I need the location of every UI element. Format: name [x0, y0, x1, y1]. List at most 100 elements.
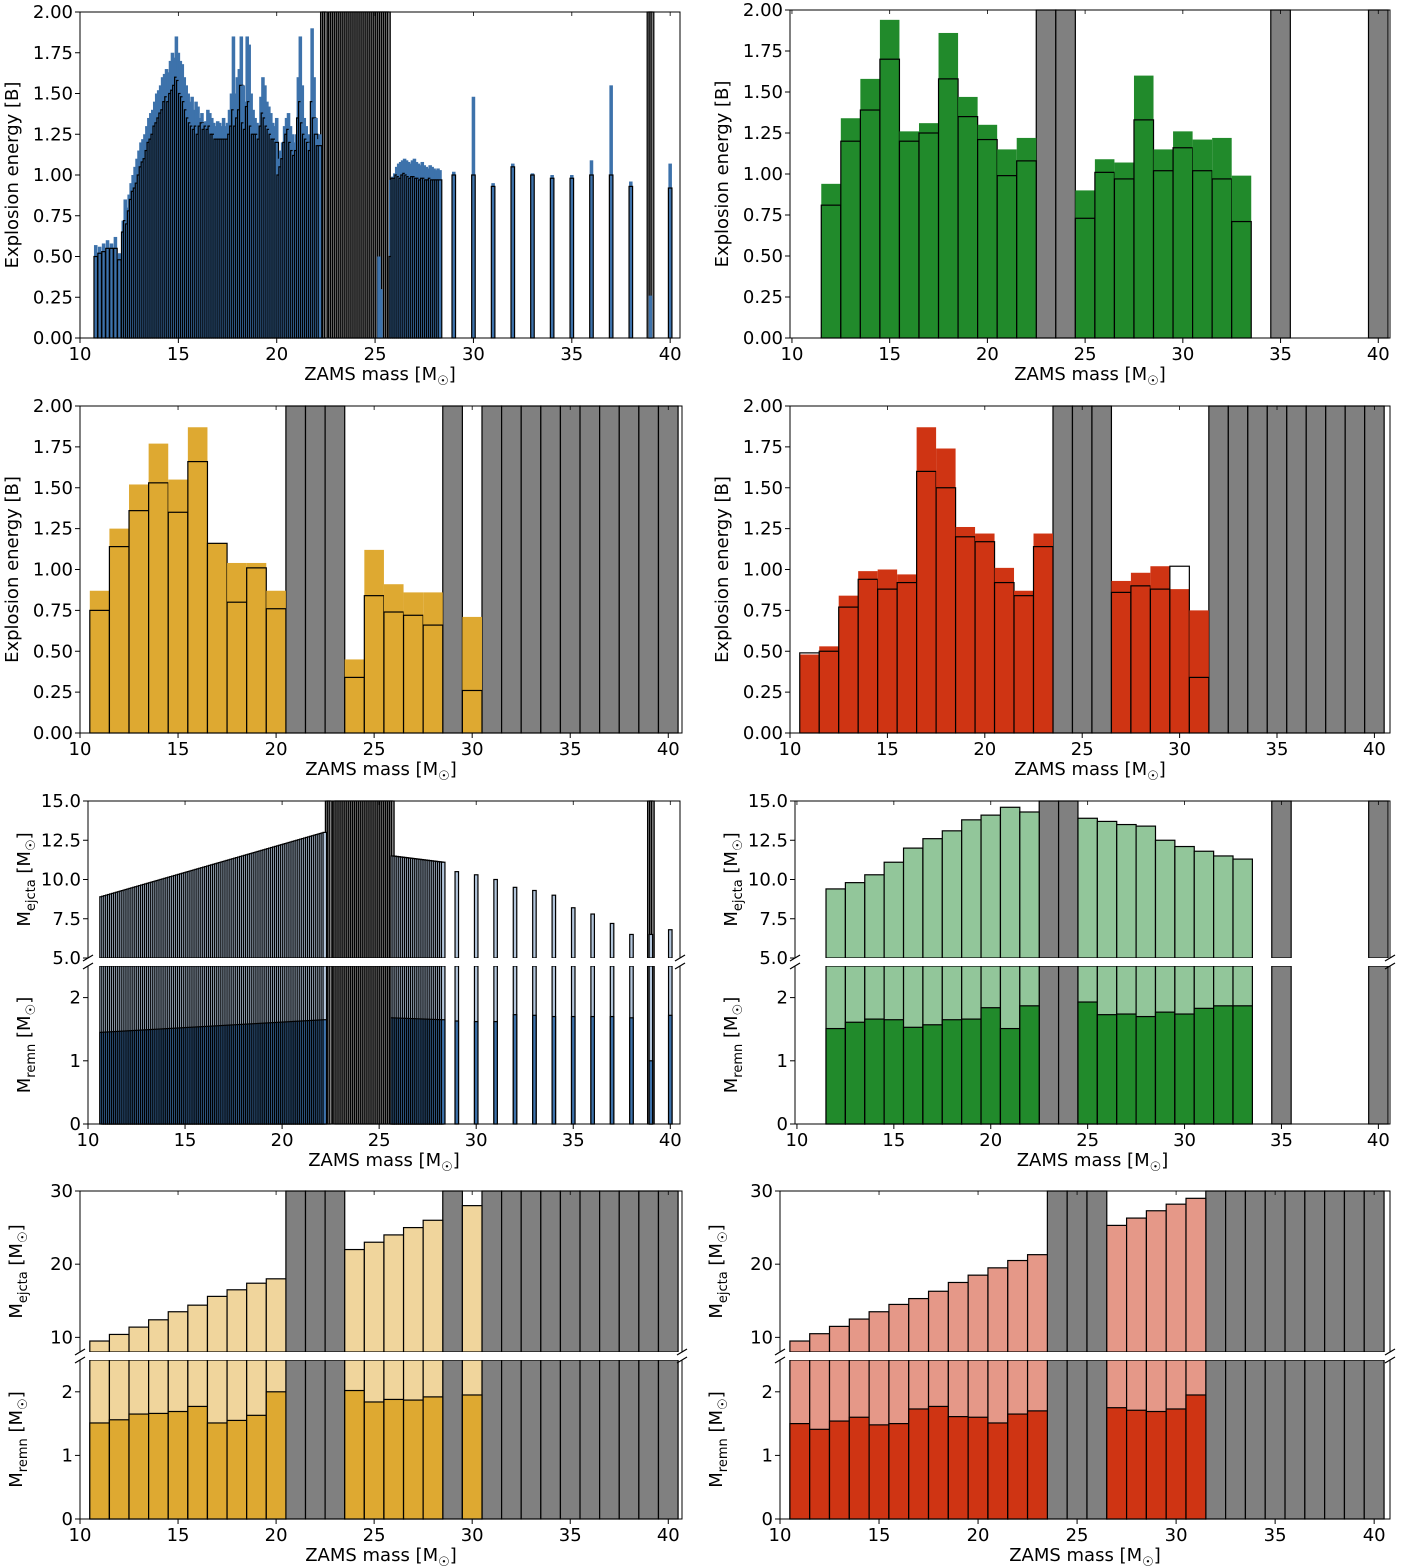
- gray-bar: [638, 405, 660, 734]
- x-tick-label: 10: [769, 1525, 792, 1546]
- break-mark: [82, 962, 94, 970]
- ejecta-bar: [148, 1319, 169, 1353]
- red_mass-ylabel-ejecta: Mejcta [M☉]: [706, 1224, 731, 1318]
- energy-bar: [117, 253, 122, 338]
- gray-bar: [1038, 800, 1060, 959]
- ejecta-bar: [667, 929, 673, 959]
- energy-bar: [462, 616, 482, 733]
- gray-bar: [1035, 9, 1057, 339]
- break-mark: [674, 962, 686, 970]
- ejecta-bar: [1174, 845, 1195, 959]
- gold_mass-ylabel-ejecta: Mejcta [M☉]: [6, 1224, 31, 1318]
- energy-bar: [879, 19, 900, 339]
- remnant-bar: [1135, 1015, 1157, 1125]
- x-tick-label: 10: [785, 1130, 808, 1151]
- energy-bar: [438, 170, 442, 338]
- gray-bar: [1208, 405, 1229, 734]
- y-tick-label: 1: [777, 1051, 788, 1072]
- remnant-bar: [1165, 1408, 1187, 1520]
- remnant-bar: [1077, 1001, 1098, 1125]
- break-mark: [74, 1356, 86, 1364]
- y-tick-label: 0.25: [33, 287, 73, 308]
- remnant-bar: [590, 1015, 596, 1125]
- gray-bar: [481, 405, 503, 734]
- gray-bar: [1091, 405, 1113, 734]
- remnant-bar: [167, 1410, 189, 1520]
- x-tick-label: 20: [967, 1525, 990, 1546]
- remnant-bar: [961, 1018, 982, 1125]
- energy-bar: [821, 183, 841, 338]
- y-tick-label: 0.00: [33, 328, 73, 349]
- gray-bar: [1057, 965, 1079, 1125]
- axes-frame-bottom: [779, 1360, 1391, 1520]
- y-tick-label: 2: [62, 1382, 73, 1403]
- energy-bar: [452, 171, 456, 338]
- axis-break: [78, 1352, 684, 1360]
- gold_energy-xlabel: ZAMS mass [M☉]: [305, 759, 457, 784]
- remnant-bar: [1026, 1410, 1048, 1520]
- energy-bar: [877, 569, 898, 733]
- y-tick-label: 1.50: [743, 82, 783, 103]
- ejecta-bar: [961, 819, 982, 959]
- ejecta-bar: [927, 1290, 949, 1353]
- remnant-bar: [1019, 1005, 1040, 1125]
- remnant-bar: [809, 1428, 831, 1520]
- remnant-bar: [422, 1396, 444, 1520]
- red_mass-panel: 10 15 20 25 30 35 40 10 20 30 0 1 2 ZAMS mass [M☉] Mej…: [706, 1181, 1396, 1568]
- y-tick-label: 2: [70, 988, 81, 1009]
- x-tick-label: 35: [1270, 1130, 1293, 1151]
- x-tick-label: 20: [271, 1130, 294, 1151]
- gray-bar: [1304, 1190, 1326, 1353]
- y-tick-label: 1: [762, 1445, 773, 1466]
- energy-bar: [1169, 589, 1190, 733]
- energy-bar: [246, 562, 267, 733]
- y-tick-label: 15.0: [41, 791, 81, 812]
- y-tick-label: 0.25: [743, 682, 783, 703]
- remnant-bar: [908, 1408, 930, 1520]
- y-tick-label: 0.75: [33, 600, 73, 621]
- energy-bar: [97, 246, 102, 338]
- energy-bar: [1173, 131, 1193, 338]
- break-mark: [774, 1356, 786, 1364]
- energy-bar: [377, 256, 381, 338]
- x-tick-label: 10: [69, 739, 92, 760]
- x-tick-label: 15: [878, 344, 901, 365]
- gray-bar: [1343, 1190, 1365, 1353]
- y-tick-label: 12.5: [748, 830, 788, 851]
- blue_mass-ylabel-remnant: Mremn [M☉]: [14, 997, 39, 1093]
- x-tick-label: 30: [462, 344, 485, 365]
- gray-bar: [559, 1190, 581, 1353]
- axes-frame-top: [779, 1190, 1391, 1352]
- y-tick-label: 1.00: [33, 165, 73, 186]
- gray-bar: [1225, 1190, 1247, 1353]
- energy-bar: [1014, 590, 1034, 733]
- x-tick-label: 30: [1165, 1525, 1188, 1546]
- ejecta-bar: [844, 882, 866, 959]
- y-tick-label: 1.50: [33, 84, 73, 105]
- gray-bar: [1344, 405, 1366, 734]
- red_energy-ylabel: Explosion energy [B]: [712, 476, 733, 663]
- gray-bar: [657, 405, 679, 734]
- x-tick-label: 35: [562, 1130, 585, 1151]
- gray-bar: [285, 405, 307, 734]
- y-tick-label: 1.75: [33, 437, 73, 458]
- ejecta-bar: [422, 1219, 444, 1353]
- y-tick-label: 7.5: [52, 909, 81, 930]
- gray-bar: [1247, 405, 1268, 734]
- y-tick-label: 0: [762, 1509, 773, 1530]
- y-tick-label: 0.50: [33, 641, 73, 662]
- energy-bar: [113, 236, 118, 338]
- ejecta-bar: [825, 888, 846, 959]
- ejecta-bar: [551, 894, 557, 959]
- gray-bar: [442, 1359, 463, 1520]
- y-tick-label: 1.00: [33, 560, 73, 581]
- energy-bar: [648, 295, 653, 338]
- ejecta-bar: [570, 907, 576, 959]
- x-tick-label: 30: [1171, 344, 1194, 365]
- remnant-bar: [848, 1416, 870, 1520]
- x-tick-label: 20: [979, 1130, 1002, 1151]
- x-tick-label: 40: [657, 739, 680, 760]
- x-tick-label: 10: [779, 739, 802, 760]
- remnant-bar: [947, 1416, 969, 1520]
- red_energy-xlabel: ZAMS mass [M☉]: [1014, 759, 1166, 784]
